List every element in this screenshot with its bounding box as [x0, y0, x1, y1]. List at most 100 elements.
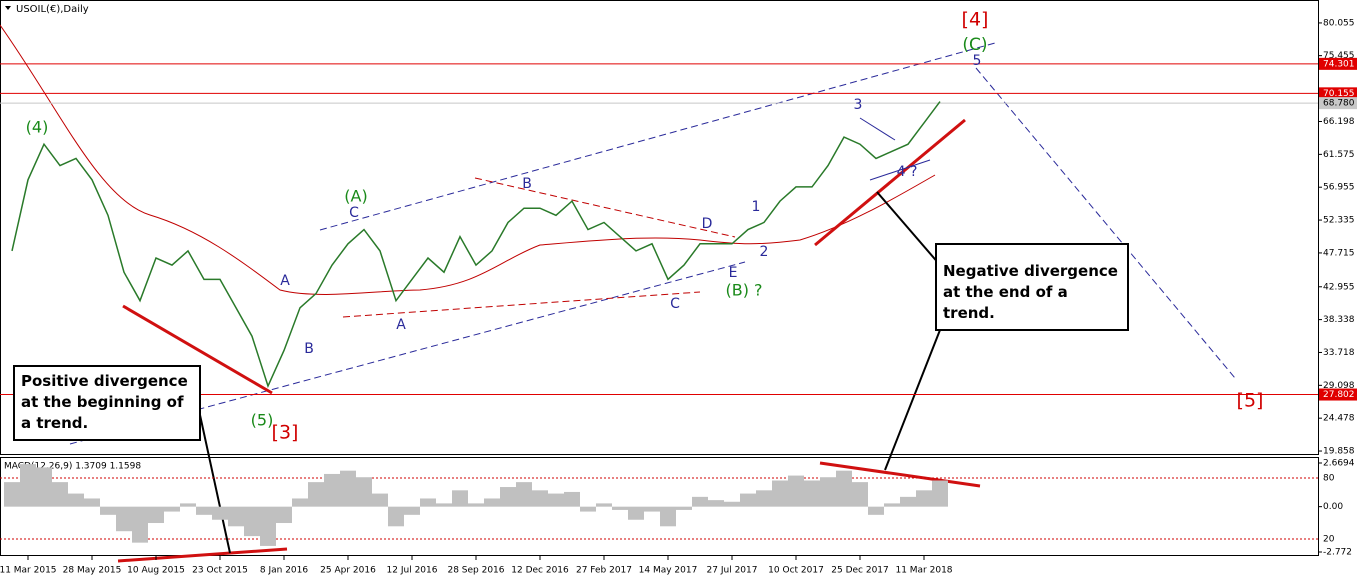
wave-label: [5]: [1237, 390, 1264, 412]
y2-tick-label: 80: [1323, 474, 1335, 484]
macd-bar: [292, 498, 308, 507]
x-tick-label: 27 Feb 2017: [576, 566, 632, 576]
wave-label: E: [729, 265, 738, 281]
divergence-lines: [117, 118, 981, 563]
wave-label: 2: [760, 244, 769, 260]
triangle-lower: [342, 291, 701, 318]
x-tick-label: 27 Jul 2017: [707, 566, 758, 576]
macd-bar: [580, 506, 596, 512]
macd-bar: [932, 480, 948, 507]
y-tick-label: 56.955: [1323, 183, 1355, 193]
wave-label: C: [670, 296, 680, 312]
macd-bar: [884, 503, 900, 507]
macd-bar: [740, 493, 756, 507]
price-trend-high: [814, 118, 966, 247]
macd-bar: [436, 503, 452, 507]
macd-bar: [468, 503, 484, 507]
macd-bar: [788, 475, 804, 507]
macd-bar: [676, 506, 692, 510]
macd-bar: [148, 506, 164, 524]
callout-line: [876, 191, 941, 266]
macd-bar: [260, 506, 276, 546]
macd-bar: [340, 470, 356, 507]
x-tick-label: 25 Apr 2016: [320, 566, 376, 576]
macd-bar: [212, 506, 228, 520]
macd-bar: [660, 506, 676, 527]
y-tick-label: 66.198: [1323, 117, 1355, 127]
x-tick-label: 14 May 2017: [639, 566, 698, 576]
macd-bar: [180, 503, 196, 507]
macd-bar: [20, 464, 36, 507]
macd-bar: [196, 506, 212, 515]
menu-arrow: [5, 6, 11, 10]
price-trend-low: [122, 304, 273, 395]
y-tick-label: 0.00: [1323, 502, 1343, 512]
macd-bar: [4, 482, 20, 507]
wave-label: 3: [854, 97, 863, 113]
projection-line: [975, 67, 1236, 379]
wave-label: (C): [962, 35, 987, 55]
level-label: 68.780: [1323, 99, 1355, 109]
macd-bar: [516, 482, 532, 507]
macd-bar: [900, 496, 916, 507]
wave-label: 1: [752, 199, 761, 215]
y-tick-label: 38.338: [1323, 315, 1355, 325]
wave-label: A: [280, 273, 290, 289]
callout-line: [199, 414, 231, 554]
note-box: Negative divergence at the end of a tren…: [935, 243, 1129, 331]
level-label: 70.155: [1323, 89, 1355, 99]
macd-bar: [628, 506, 644, 520]
x-tick-label: 11 Mar 2018: [895, 566, 952, 576]
wave-label: (B) ?: [725, 281, 762, 300]
wave-line: [869, 159, 931, 181]
macd-bar: [756, 490, 772, 507]
y-tick-label: 19.858: [1323, 447, 1355, 457]
macd-title: MACD(12,26,9) 1.3709 1.1598: [4, 462, 141, 472]
macd-bar: [420, 498, 436, 507]
note-box: Positive divergence at the beginning of …: [13, 365, 201, 441]
triangle-upper: [474, 177, 736, 238]
macd-bar: [244, 506, 260, 537]
macd-bar: [100, 506, 116, 515]
y-tick-label: 42.955: [1323, 282, 1355, 292]
macd-bar: [500, 487, 516, 507]
level-box: [1319, 57, 1357, 70]
macd-bar: [228, 506, 244, 527]
x-tick-label: 10 Aug 2015: [127, 566, 185, 576]
macd-bar: [324, 473, 340, 507]
macd-bar: [84, 498, 100, 507]
chart-title: USOIL(€),Daily: [16, 4, 89, 15]
wave-label: C: [349, 205, 359, 221]
macd-bar: [36, 467, 52, 507]
y-tick-label: 24.478: [1323, 414, 1355, 424]
macd-bar: [532, 490, 548, 507]
macd-bar: [548, 493, 564, 507]
y-tick-label: 52.335: [1323, 216, 1355, 226]
wave-label: (5): [251, 411, 274, 430]
x-tick-label: 25 Dec 2017: [831, 566, 889, 576]
y-tick-label: 29.098: [1323, 381, 1355, 391]
x-tick-label: 12 Jul 2016: [387, 566, 438, 576]
price-frame: [0, 0, 1319, 455]
macd-trend-low: [117, 547, 288, 563]
wave-label: A: [396, 317, 406, 333]
y-tick-label: 80.055: [1323, 18, 1355, 28]
macd-bar: [308, 482, 324, 507]
macd-bar: [276, 506, 292, 524]
macd-bar: [724, 501, 740, 507]
macd-bar: [836, 470, 852, 507]
macd-bar: [68, 493, 84, 507]
moving-average: [0, 24, 936, 295]
macd-bar: [452, 490, 468, 507]
level-box: [1319, 388, 1357, 401]
macd-bar: [356, 477, 372, 507]
macd-trend-high: [819, 461, 981, 488]
y-tick-label: 61.575: [1323, 150, 1355, 160]
macd-bar: [820, 477, 836, 507]
x-tick-label: 11 Mar 2015: [0, 566, 57, 576]
macd-bar: [692, 496, 708, 507]
x-tick-label: 10 Oct 2017: [768, 566, 824, 576]
macd-bar: [404, 506, 420, 515]
